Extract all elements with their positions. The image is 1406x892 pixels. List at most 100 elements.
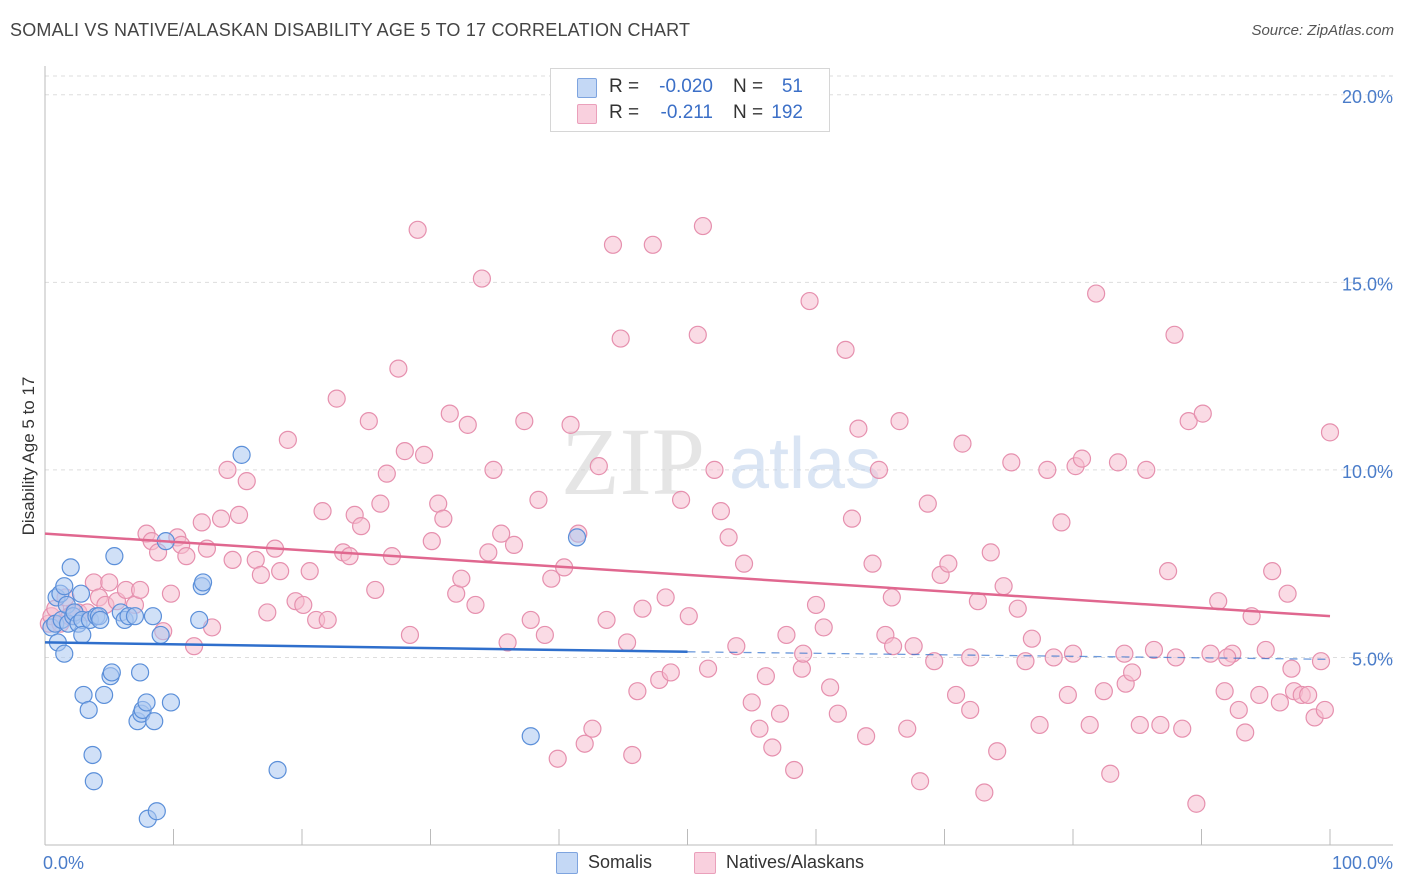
somalis-point bbox=[95, 685, 114, 705]
natives-point bbox=[814, 618, 833, 637]
x-tick-label-max: 100.0% bbox=[1332, 853, 1393, 873]
natives-point bbox=[440, 404, 459, 423]
natives-point bbox=[643, 235, 662, 254]
natives-point bbox=[988, 742, 1007, 761]
somalis-point bbox=[73, 625, 92, 645]
natives-point bbox=[251, 565, 270, 585]
natives-point bbox=[785, 760, 804, 780]
natives-point bbox=[939, 554, 958, 573]
somalis-point bbox=[61, 558, 80, 577]
natives-point bbox=[1016, 652, 1035, 671]
legend-label-somalis: Somalis bbox=[588, 852, 653, 872]
natives-point bbox=[583, 719, 602, 738]
natives-point bbox=[237, 472, 256, 491]
natives-point bbox=[389, 359, 408, 378]
natives-point bbox=[422, 532, 441, 551]
natives-point bbox=[1215, 682, 1234, 701]
natives-point bbox=[618, 633, 637, 652]
natives-point bbox=[734, 554, 754, 573]
legend-row-somalis: R = -0.020 N = 51 bbox=[551, 76, 829, 100]
somalis-point bbox=[130, 663, 150, 682]
somalis-trend-extension bbox=[687, 651, 1331, 660]
natives-point bbox=[535, 625, 554, 645]
natives-point bbox=[800, 291, 819, 311]
natives-point bbox=[1201, 644, 1220, 663]
natives-point bbox=[1151, 715, 1170, 735]
legend-r-label: R = bbox=[609, 76, 640, 97]
natives-point bbox=[414, 445, 434, 464]
natives-point bbox=[633, 599, 652, 618]
natives-point bbox=[597, 610, 616, 630]
natives-point bbox=[492, 524, 511, 543]
natives-point bbox=[1072, 449, 1092, 468]
natives-point bbox=[693, 216, 713, 236]
legend-r-value: -0.211 bbox=[660, 102, 713, 123]
natives-point bbox=[561, 415, 580, 434]
natives-point bbox=[946, 685, 966, 705]
natives-point bbox=[611, 329, 630, 348]
natives-point bbox=[400, 625, 420, 645]
y-tick-labels: 5.0% 10.0% 15.0% 20.0% bbox=[1342, 87, 1393, 670]
natives-point bbox=[1038, 460, 1057, 479]
natives-point bbox=[770, 704, 790, 723]
natives-point bbox=[1278, 584, 1297, 603]
natives-point bbox=[1179, 412, 1198, 431]
somalis-point bbox=[91, 610, 110, 630]
legend-swatch-somalis bbox=[556, 852, 578, 874]
chart-title: SOMALI VS NATIVE/ALASKAN DISABILITY AGE … bbox=[10, 20, 691, 40]
natives-point bbox=[271, 562, 290, 581]
natives-point bbox=[452, 569, 471, 588]
natives-point bbox=[1229, 700, 1248, 720]
somalis-point bbox=[145, 712, 164, 731]
somalis-point bbox=[83, 745, 102, 765]
natives-point bbox=[679, 607, 698, 626]
natives-point bbox=[1263, 562, 1282, 581]
natives-point bbox=[472, 269, 491, 288]
natives-point bbox=[763, 738, 782, 757]
somalis-point bbox=[71, 584, 91, 603]
somalis-point bbox=[105, 547, 124, 566]
natives-point bbox=[1209, 592, 1228, 611]
legend-n-label: N = bbox=[733, 76, 764, 97]
natives-point bbox=[177, 547, 196, 566]
natives-point bbox=[688, 325, 707, 344]
natives-point bbox=[918, 494, 937, 513]
natives-point bbox=[869, 460, 889, 479]
somalis-point bbox=[193, 573, 213, 592]
natives-point bbox=[529, 490, 548, 509]
somalis-point bbox=[232, 445, 251, 464]
natives-point bbox=[1282, 659, 1301, 678]
natives-point bbox=[223, 550, 242, 570]
natives-point bbox=[1002, 453, 1021, 472]
natives-trend-line bbox=[44, 532, 1331, 618]
natives-point bbox=[961, 700, 980, 720]
natives-point bbox=[882, 588, 901, 607]
natives-point bbox=[313, 502, 332, 521]
natives-point bbox=[484, 460, 503, 479]
natives-point bbox=[849, 419, 868, 438]
natives-point bbox=[479, 543, 498, 562]
natives-point bbox=[1130, 715, 1149, 735]
natives-point bbox=[1008, 599, 1027, 618]
x-tick-labels: 0.0% 100.0% bbox=[43, 853, 1393, 873]
natives-point bbox=[1123, 663, 1142, 682]
legend-n-value: 192 bbox=[771, 102, 803, 123]
natives-point bbox=[1144, 640, 1164, 660]
somalis-trend-line bbox=[44, 641, 688, 654]
natives-point bbox=[777, 625, 796, 645]
natives-point bbox=[968, 592, 988, 611]
natives-point bbox=[521, 610, 540, 630]
somalis-point bbox=[268, 760, 287, 780]
legend-swatch-natives bbox=[694, 852, 716, 874]
natives-point bbox=[1236, 723, 1255, 742]
natives-point bbox=[836, 340, 855, 359]
natives-point bbox=[1165, 325, 1184, 344]
natives-point bbox=[904, 637, 923, 656]
legend-n-label: N = bbox=[733, 102, 764, 123]
y-tick-label: 5.0% bbox=[1352, 649, 1393, 669]
natives-point bbox=[184, 637, 204, 656]
natives-point bbox=[925, 652, 944, 671]
natives-point bbox=[1080, 715, 1099, 735]
natives-point bbox=[975, 783, 994, 802]
legend-row-natives: R = -0.211 N = 192 bbox=[551, 102, 829, 126]
